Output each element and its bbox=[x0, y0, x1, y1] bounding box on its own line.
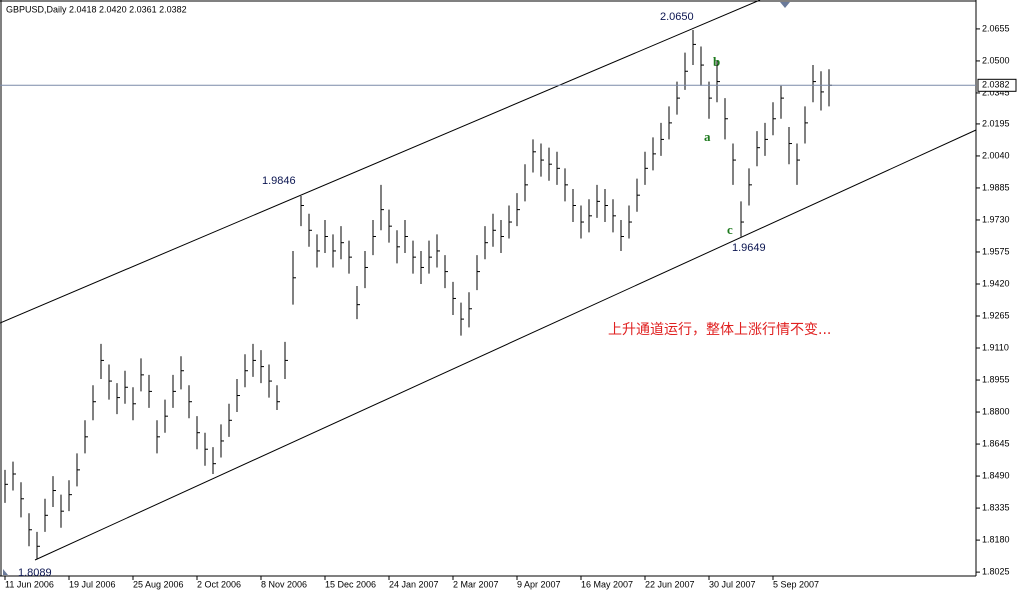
channel-upper bbox=[0, 0, 761, 324]
comment: 上升通道运行，整体上涨行情不变... bbox=[608, 322, 831, 338]
x-tick-label: 5 Sep 2007 bbox=[773, 579, 819, 589]
y-tick-label: 1.8490 bbox=[982, 470, 1010, 480]
last-price-label: 2.0382 bbox=[982, 80, 1010, 90]
annotation: 1.9846 bbox=[262, 175, 296, 187]
x-tick-label: 2 Oct 2006 bbox=[197, 579, 241, 589]
x-tick-label: 24 Jan 2007 bbox=[389, 579, 439, 589]
annotation: 2.0650 bbox=[660, 11, 694, 23]
annotation: 1.8089 bbox=[18, 567, 52, 579]
x-tick-label: 22 Jun 2007 bbox=[645, 579, 695, 589]
x-tick-label: 30 Jul 2007 bbox=[709, 579, 756, 589]
y-tick-label: 2.0195 bbox=[982, 118, 1010, 128]
y-tick-label: 2.0500 bbox=[982, 55, 1010, 65]
y-tick-label: 1.8955 bbox=[982, 374, 1010, 384]
chart-title: GBPUSD,Daily 2.0418 2.0420 2.0361 2.0382 bbox=[6, 4, 187, 14]
y-tick-label: 1.9575 bbox=[982, 246, 1010, 256]
scroll-marker bbox=[3, 569, 8, 575]
y-tick-label: 1.9265 bbox=[982, 310, 1010, 320]
y-tick-label: 1.9885 bbox=[982, 182, 1010, 192]
x-tick-label: 8 Nov 2006 bbox=[261, 579, 307, 589]
y-tick-label: 1.9420 bbox=[982, 278, 1010, 288]
x-tick-label: 2 Mar 2007 bbox=[453, 579, 499, 589]
y-tick-label: 2.0040 bbox=[982, 150, 1010, 160]
y-tick-label: 1.8025 bbox=[982, 566, 1010, 576]
x-tick-label: 19 Jul 2006 bbox=[69, 579, 116, 589]
y-tick-label: 2.0655 bbox=[982, 23, 1010, 33]
last-price-box bbox=[977, 78, 1017, 92]
shift-marker bbox=[780, 2, 790, 8]
x-tick-label: 11 Jun 2006 bbox=[5, 579, 54, 589]
x-tick-label: 9 Apr 2007 bbox=[517, 579, 561, 589]
y-tick-label: 1.9110 bbox=[982, 342, 1009, 352]
y-tick-label: 1.8180 bbox=[982, 534, 1010, 544]
y-tick-label: 1.9730 bbox=[982, 214, 1010, 224]
y-tick-label: 1.8645 bbox=[982, 438, 1010, 448]
wave-label: a bbox=[704, 129, 711, 144]
y-tick-label: 1.8335 bbox=[982, 502, 1010, 512]
y-tick-label: 2.0345 bbox=[982, 87, 1010, 97]
x-tick-label: 15 Dec 2006 bbox=[325, 579, 376, 589]
x-tick-label: 25 Aug 2006 bbox=[133, 579, 184, 589]
x-tick-label: 16 May 2007 bbox=[581, 579, 633, 589]
wave-label: c bbox=[727, 222, 733, 237]
annotation: 1.9649 bbox=[732, 242, 766, 254]
y-tick-label: 1.8800 bbox=[982, 406, 1010, 416]
channel-lower bbox=[34, 129, 977, 561]
